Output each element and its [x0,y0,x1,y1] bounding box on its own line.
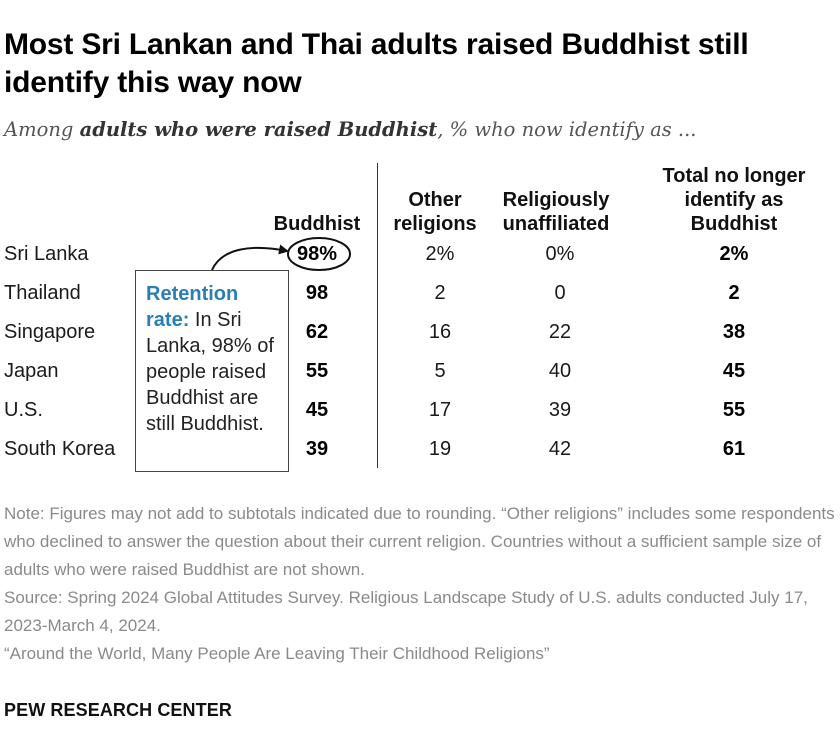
column-divider [377,163,378,468]
callout-arrow [211,244,289,271]
column-header-other-line1: Other [408,189,462,211]
row-label: U.S. [4,399,43,421]
row-label: South Korea [4,438,116,460]
chart-subtitle: Among adults who were raised Buddhist, %… [4,118,834,141]
notes-block: Note: Figures may not add to subtotals i… [4,500,836,668]
cell-other: 2 [434,282,446,304]
callout-heading: Retention rate: [146,283,239,331]
cell-unaffiliated: 0% [545,243,575,265]
report-title: “Around the World, Many People Are Leavi… [4,644,550,663]
row-label: Singapore [4,321,96,343]
cell-total-no-longer: 61 [722,438,746,460]
highlight-circle [287,237,351,271]
cell-buddhist: 62 [305,321,329,343]
cell-unaffiliated: 40 [548,360,572,382]
cell-unaffiliated: 22 [548,321,572,343]
column-header-buddhist: Buddhist [273,213,361,235]
cell-other: 16 [428,321,452,343]
subtitle-bold: adults who were raised Buddhist [79,118,438,141]
cell-buddhist: 39 [305,438,329,460]
cell-total-no-longer: 45 [722,360,746,382]
column-header-total-line2: identify as [684,189,784,211]
cell-total-no-longer: 55 [722,399,746,421]
column-header-unaffiliated-line2: unaffiliated [502,213,610,235]
cell-total-no-longer: 38 [722,321,746,343]
column-header-total-line3: Buddhist [690,213,778,235]
column-header-total-no-longer: Total no longer identify as Buddhist [636,164,832,236]
cell-unaffiliated: 42 [548,438,572,460]
cell-unaffiliated: 0 [554,282,566,304]
cell-other: 5 [434,360,446,382]
column-header-other-line2: religions [393,213,477,235]
cell-buddhist: 98 [305,282,329,304]
source-text: Source: Spring 2024 Global Attitudes Sur… [4,588,808,635]
callout-body: In Sri Lanka, 98% of people raised Buddh… [146,309,274,435]
row-label: Sri Lanka [4,243,89,265]
row-label: Thailand [4,282,81,304]
note-text: Note: Figures may not add to subtotals i… [4,504,835,579]
brand-logo-text: PEW RESEARCH CENTER [4,700,232,720]
column-header-total-line1: Total no longer [662,165,806,187]
cell-buddhist: 98% [296,243,338,265]
subtitle-pre: Among [4,118,80,141]
cell-other: 2% [425,243,455,265]
subtitle-post: , % who now identify as ... [437,118,697,141]
column-header-unaffiliated-line1: Religiously [502,189,610,211]
column-header-religiously-unaffiliated: Religiously unaffiliated [489,188,623,236]
retention-callout: Retention rate: In Sri Lanka, 98% of peo… [135,270,289,472]
cell-buddhist: 45 [305,399,329,421]
cell-other: 17 [428,399,452,421]
cell-buddhist: 55 [305,360,329,382]
column-header-other-religions: Other religions [380,188,490,236]
cell-total-no-longer: 2 [728,282,740,304]
cell-total-no-longer: 2% [719,243,749,265]
row-label: Japan [4,360,59,382]
cell-unaffiliated: 39 [548,399,572,421]
chart-title: Most Sri Lankan and Thai adults raised B… [4,28,749,99]
cell-other: 19 [428,438,452,460]
